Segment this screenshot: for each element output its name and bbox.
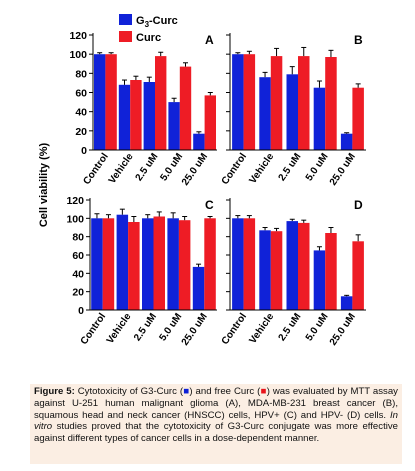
bar-curc-1 xyxy=(270,231,283,310)
bar-curc-1 xyxy=(270,56,283,150)
bar-curc-0 xyxy=(243,218,256,310)
caption-red-marker: ■ xyxy=(260,386,267,397)
bar-curc-3 xyxy=(178,220,191,310)
y-tick-label: 60 xyxy=(72,250,84,262)
x-tick-label: Vehicle xyxy=(107,151,136,186)
x-tick-label: 5.0 uM xyxy=(157,311,184,343)
bar-g3-curc-1 xyxy=(118,84,131,150)
y-tick-label: 80 xyxy=(72,232,84,244)
bar-g3-curc-1 xyxy=(259,230,271,311)
bar-g3-curc-4 xyxy=(340,133,353,150)
bar-curc-2 xyxy=(153,216,165,310)
bar-g3-curc-0 xyxy=(94,54,106,151)
bar-g3-curc-0 xyxy=(232,218,244,310)
bar-g3-curc-0 xyxy=(232,54,244,151)
bar-curc-4 xyxy=(204,218,216,310)
y-tick-label: 0 xyxy=(78,305,84,317)
x-tick-label: 2.5 uM xyxy=(134,151,161,183)
caption-blue-marker: ■ xyxy=(183,386,190,397)
y-tick-label: 60 xyxy=(75,88,87,100)
bar-g3-curc-3 xyxy=(313,250,326,310)
x-tick-label: Control xyxy=(220,311,250,347)
legend: G3-Curc Curc xyxy=(119,14,178,44)
y-tick-label: 0 xyxy=(81,145,87,157)
caption-text-3: ) was evaluated by MTT assay against U-2… xyxy=(34,386,398,421)
bar-g3-curc-4 xyxy=(193,133,205,150)
legend-g3curc-suffix: -Curc xyxy=(149,15,178,27)
bar-curc-2 xyxy=(155,56,167,150)
x-tick-label: 2.5 uM xyxy=(132,311,159,343)
caption-label: Figure 5: xyxy=(34,386,75,397)
x-tick-label: 25.0 uM xyxy=(328,311,358,347)
x-tick-label: Vehicle xyxy=(105,311,134,346)
bar-g3-curc-2 xyxy=(286,74,298,150)
x-tick-label: 5.0 uM xyxy=(304,151,331,183)
legend-g3curc-label: G3-Curc xyxy=(136,15,178,29)
x-tick-label: Vehicle xyxy=(247,151,276,186)
x-tick-label: 25.0 uM xyxy=(180,151,210,187)
panel-label: D xyxy=(354,198,363,212)
bar-curc-0 xyxy=(102,218,115,310)
y-tick-label: 100 xyxy=(69,49,87,61)
y-tick-label: 20 xyxy=(75,126,87,138)
y-tick-label: 40 xyxy=(75,107,87,119)
bar-curc-1 xyxy=(128,222,140,310)
bar-curc-3 xyxy=(325,233,337,310)
y-tick-label: 20 xyxy=(72,287,84,299)
legend-curc-label: Curc xyxy=(136,32,161,44)
legend-g3curc-prefix: G xyxy=(136,15,145,27)
bar-g3-curc-4 xyxy=(340,296,353,311)
bar-curc-3 xyxy=(325,57,337,150)
panel-label: A xyxy=(205,33,214,47)
bar-g3-curc-3 xyxy=(168,102,180,150)
bar-curc-0 xyxy=(105,54,117,151)
bar-curc-3 xyxy=(179,66,192,150)
x-tick-label: 2.5 uM xyxy=(277,151,304,183)
bar-g3-curc-3 xyxy=(167,218,179,310)
x-tick-label: 2.5 uM xyxy=(277,311,304,343)
panel-label: B xyxy=(354,33,363,47)
bar-curc-2 xyxy=(298,56,310,150)
x-tick-label: Vehicle xyxy=(247,311,276,346)
x-tick-label: 5.0 uM xyxy=(304,311,331,343)
bar-curc-4 xyxy=(352,241,364,311)
y-tick-label: 120 xyxy=(69,30,87,42)
bar-g3-curc-2 xyxy=(286,221,298,310)
bar-curc-0 xyxy=(243,54,256,151)
legend-g3curc-swatch xyxy=(119,14,132,25)
bar-curc-2 xyxy=(298,222,310,310)
y-tick-label: 80 xyxy=(75,68,87,80)
y-tick-label: 120 xyxy=(66,195,84,207)
bar-curc-4 xyxy=(204,95,216,150)
x-tick-label: 25.0 uM xyxy=(180,311,210,347)
bar-curc-4 xyxy=(352,87,364,150)
bar-g3-curc-1 xyxy=(259,77,271,150)
y-tick-label: 100 xyxy=(66,213,84,225)
x-tick-label: 25.0 uM xyxy=(328,151,358,187)
bar-g3-curc-2 xyxy=(142,218,154,310)
bar-curc-1 xyxy=(130,80,142,150)
bar-g3-curc-4 xyxy=(192,266,205,310)
y-axis-label: Cell viability (%) xyxy=(38,142,50,227)
caption-italic: In vitro xyxy=(34,409,398,433)
panel-label: C xyxy=(205,198,214,212)
bar-g3-curc-3 xyxy=(313,87,326,150)
bar-g3-curc-0 xyxy=(91,218,103,310)
bar-g3-curc-2 xyxy=(143,82,155,150)
bar-g3-curc-1 xyxy=(116,214,129,310)
legend-curc-swatch xyxy=(119,31,132,42)
legend-g3curc-subscript: 3 xyxy=(145,20,150,29)
caption-text-4: studies proved that the cytotoxicity of … xyxy=(34,421,398,445)
figure-caption: Figure 5: Cytotoxicity of G3-Curc (■) an… xyxy=(30,384,402,464)
y-tick-label: 40 xyxy=(72,268,84,280)
caption-text-1: Cytotoxicity of G3-Curc ( xyxy=(74,386,184,397)
x-tick-label: Control xyxy=(220,151,250,187)
caption-text-2: ) and free Curc ( xyxy=(189,386,261,397)
